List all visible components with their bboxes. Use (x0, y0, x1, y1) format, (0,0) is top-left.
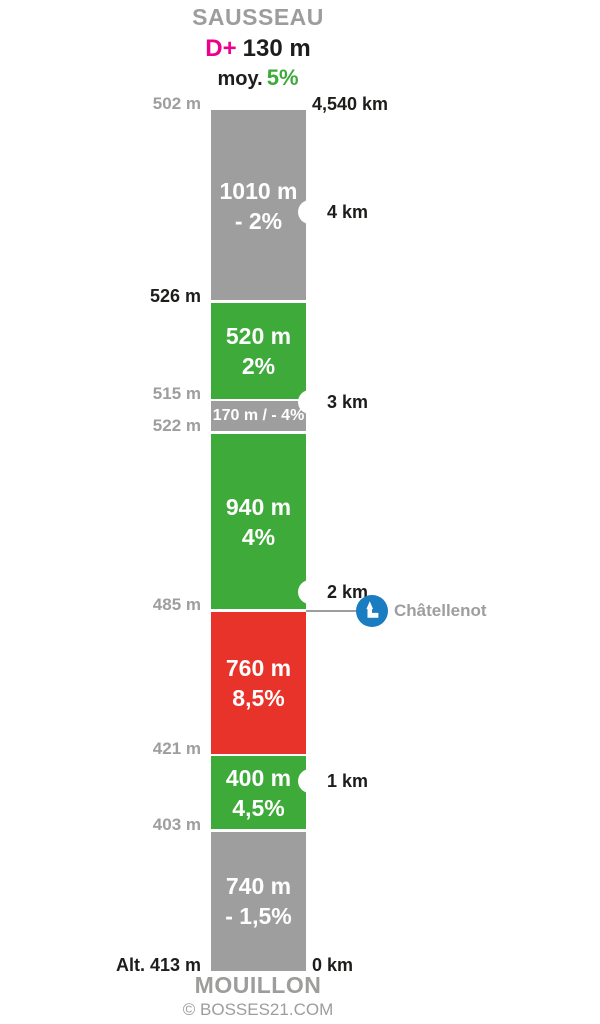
footer: MOUILLON © BOSSES21.COM (58, 972, 458, 1020)
segment-gap (211, 300, 306, 303)
altitude-label: 403 m (152, 814, 201, 834)
altitude-label: 515 m (152, 384, 201, 404)
poi-connector-line (306, 609, 357, 612)
segment-length-label: 520 m (225, 322, 292, 349)
segment-gap (211, 753, 306, 757)
altitude-label: 526 m (149, 285, 201, 306)
segment-length-gradient-label: 170 m / - 4% (212, 407, 305, 425)
km-marker-label: 4,540 km (312, 94, 389, 114)
km-marker-dot (298, 200, 322, 225)
segment-length-label: 760 m (225, 654, 292, 681)
segment-length-label: 400 m (225, 764, 292, 791)
segment-gap (211, 398, 306, 402)
segment-length-label: 1010 m (219, 177, 298, 204)
profile-segment: 400 m 4,5% (211, 754, 306, 831)
profile-segment: 170 m / - 4% (211, 400, 306, 433)
average-gradient-label: moy. (217, 68, 263, 90)
church-icon (366, 600, 379, 618)
profile-segment: 1010 m - 2% (211, 110, 306, 302)
start-title: MOUILLON (194, 972, 322, 998)
elevation-gain-row: D+ 130 m (58, 35, 458, 63)
poi-label: Châtellenot (394, 600, 487, 620)
km-marker-label: 3 km (327, 392, 369, 413)
profile-segment: 740 m - 1,5% (211, 830, 306, 971)
segment-gap (211, 609, 306, 612)
km-marker-label: 2 km (327, 581, 369, 602)
km-marker-label: 4 km (327, 202, 369, 223)
segment-gradient-label: - 2% (234, 207, 283, 234)
profile-segment: 940 m 4% (211, 432, 306, 611)
segment-gap (211, 829, 306, 832)
segment-length-label: 940 m (225, 493, 292, 520)
segment-gradient-label: 4% (241, 523, 276, 550)
elevation-gain-value: 130 m (242, 35, 311, 62)
altitude-label: 485 m (152, 594, 201, 614)
elevation-gain-label: D+ (205, 35, 237, 62)
segment-length-label: 740 m (225, 872, 292, 899)
segment-gradient-label: 4,5% (232, 794, 285, 821)
average-gradient-row: moy. 5% (58, 66, 458, 91)
profile-segment: 520 m 2% (211, 301, 306, 401)
segment-gradient-label: 8,5% (232, 684, 285, 711)
segment-gradient-label: 2% (241, 352, 276, 379)
credit: © BOSSES21.COM (182, 1000, 334, 1019)
km-marker-dot (298, 390, 322, 415)
km-marker-label: 0 km (312, 955, 354, 975)
km-marker-label: 1 km (327, 771, 369, 792)
km-marker-dot (298, 769, 322, 794)
altitude-label: 421 m (152, 738, 201, 758)
altitude-label: 502 m (152, 94, 201, 113)
poi-marker (356, 594, 388, 627)
km-marker-dot (298, 579, 322, 604)
altitude-label: 522 m (152, 416, 201, 436)
profile-segment: 760 m 8,5% (211, 610, 306, 755)
summit-title: SAUSSEAU (192, 4, 324, 30)
altitude-label: Alt. 413 m (115, 955, 201, 975)
segment-gradient-label: - 1,5% (225, 902, 292, 929)
segment-gap (211, 431, 306, 434)
header: SAUSSEAU D+ 130 m moy. 5% (58, 4, 458, 91)
average-gradient-value: 5% (266, 65, 299, 90)
